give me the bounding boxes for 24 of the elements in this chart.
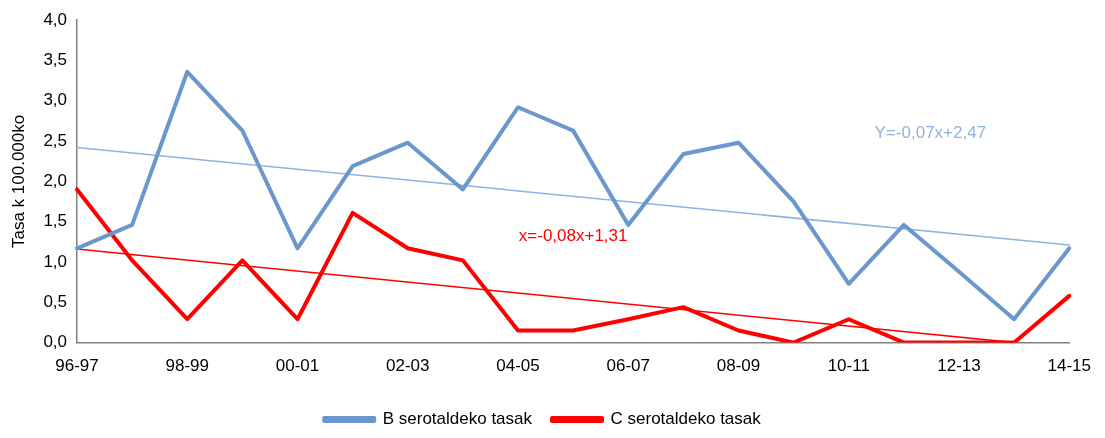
- y-tick-label: 0,5: [43, 291, 68, 311]
- y-tick-label: 2,0: [43, 171, 68, 191]
- x-tick-label: 12-13: [937, 356, 981, 376]
- y-tick-label: 1,5: [43, 211, 68, 231]
- x-tick-label: 04-05: [496, 356, 540, 376]
- y-tick-label: 4,0: [43, 9, 68, 29]
- y-axis-title: Tasa k 100.000ko: [8, 114, 28, 249]
- x-tick-label: 08-09: [716, 356, 761, 376]
- y-tick-label: 0,0: [43, 332, 68, 352]
- x-tick-label: 06-07: [606, 356, 651, 376]
- legend-label: C serotaldeko tasak: [610, 409, 762, 429]
- y-tick-label: 3,0: [43, 90, 68, 110]
- y-tick-label: 3,5: [43, 50, 68, 70]
- y-tick-label: 1,0: [43, 251, 68, 271]
- annotation: x=-0,08x+1,31: [518, 225, 628, 245]
- y-tick-label: 2,5: [43, 130, 68, 150]
- x-tick-label: 14-15: [1047, 356, 1091, 376]
- x-tick-label: 00-01: [275, 356, 320, 376]
- x-tick-label: 02-03: [386, 356, 430, 376]
- annotation: Y=-0,07x+2,47: [874, 122, 987, 142]
- x-tick-label: 98-99: [165, 356, 210, 376]
- x-tick-label: 96-97: [55, 356, 99, 376]
- x-tick-label: 10-11: [827, 356, 870, 376]
- legend-label: B serotaldeko tasak: [382, 409, 533, 429]
